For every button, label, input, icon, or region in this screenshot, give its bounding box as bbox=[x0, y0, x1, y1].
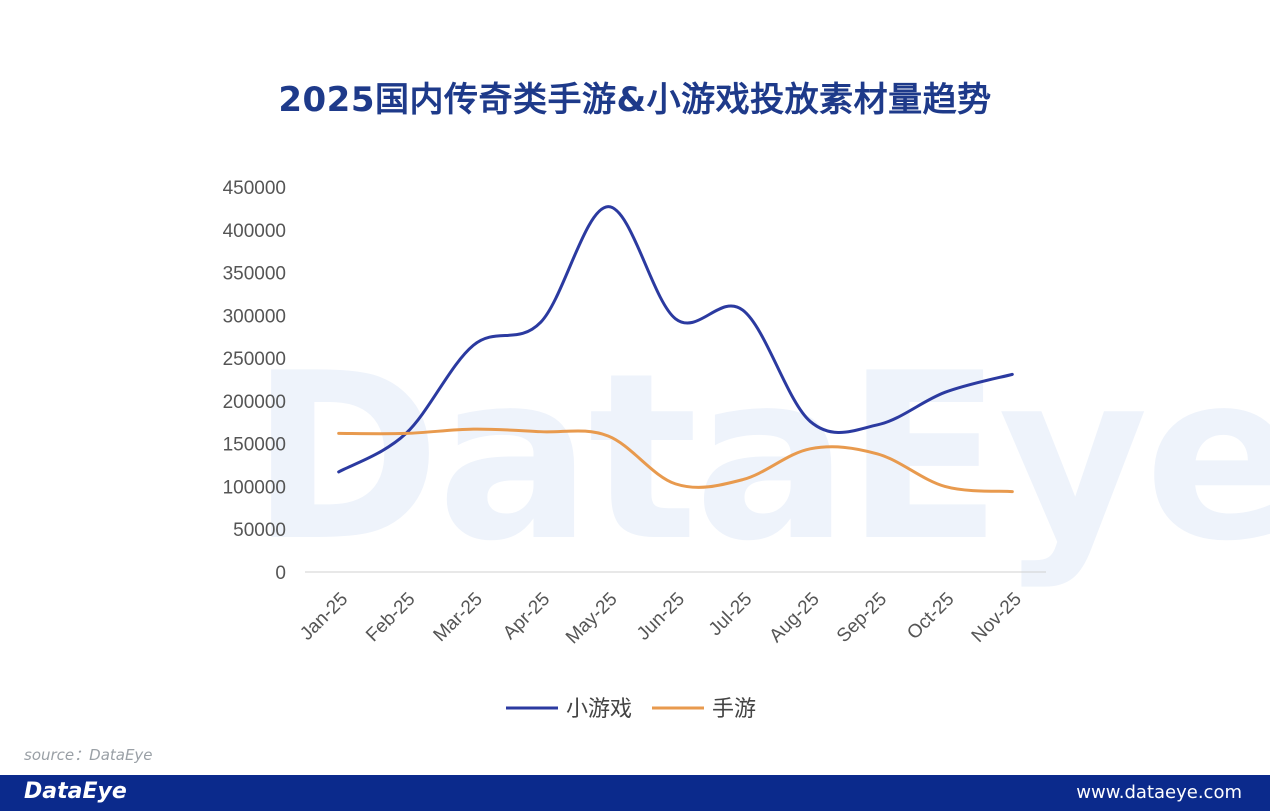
x-tick-label: Oct-25 bbox=[903, 589, 958, 644]
y-tick-label: 0 bbox=[275, 563, 286, 584]
y-tick-label: 100000 bbox=[223, 477, 286, 498]
x-tick-label: Jul-25 bbox=[705, 589, 756, 640]
x-tick-label: Nov-25 bbox=[968, 589, 1026, 647]
x-tick-label: Apr-25 bbox=[499, 589, 554, 644]
footer-url[interactable]: www.dataeye.com bbox=[1076, 782, 1242, 803]
x-tick-label: Sep-25 bbox=[833, 589, 891, 647]
y-tick-label: 400000 bbox=[223, 221, 286, 242]
series-lines bbox=[337, 205, 1014, 494]
legend-label: 手游 bbox=[712, 697, 756, 722]
y-tick-label: 450000 bbox=[223, 178, 286, 199]
footer-logo: DataEye bbox=[24, 779, 127, 804]
y-axis: 0 50000 100000 150000 200000 250000 300000 3500… bbox=[223, 178, 286, 584]
legend-label: 小游戏 bbox=[566, 697, 632, 722]
x-tick-label: Jun-25 bbox=[633, 589, 689, 645]
y-tick-label: 300000 bbox=[223, 306, 286, 327]
x-tick-label: May-25 bbox=[562, 589, 622, 649]
series-line-1 bbox=[337, 427, 1014, 494]
series-line-0 bbox=[337, 205, 1014, 474]
source-note: source：DataEye bbox=[24, 746, 153, 764]
x-tick-label: Feb-25 bbox=[362, 589, 419, 646]
y-tick-label: 350000 bbox=[223, 264, 286, 285]
x-tick-label: Jan-25 bbox=[296, 589, 352, 645]
legend: 小游戏 手游 bbox=[506, 697, 756, 722]
y-tick-label: 200000 bbox=[223, 392, 286, 413]
y-tick-label: 250000 bbox=[223, 349, 286, 370]
x-tick-label: Mar-25 bbox=[430, 589, 487, 646]
x-tick-label: Aug-25 bbox=[766, 589, 824, 647]
footer-bar: DataEye www.dataeye.com bbox=[0, 775, 1270, 811]
chart-title: 2025国内传奇类手游&小游戏投放素材量趋势 bbox=[278, 80, 992, 120]
y-tick-label: 50000 bbox=[233, 520, 286, 541]
x-axis: Jan-25 Feb-25 Mar-25 Apr-25 May-25 Jun-25 Jul-… bbox=[296, 571, 1046, 649]
y-tick-label: 150000 bbox=[223, 435, 286, 456]
